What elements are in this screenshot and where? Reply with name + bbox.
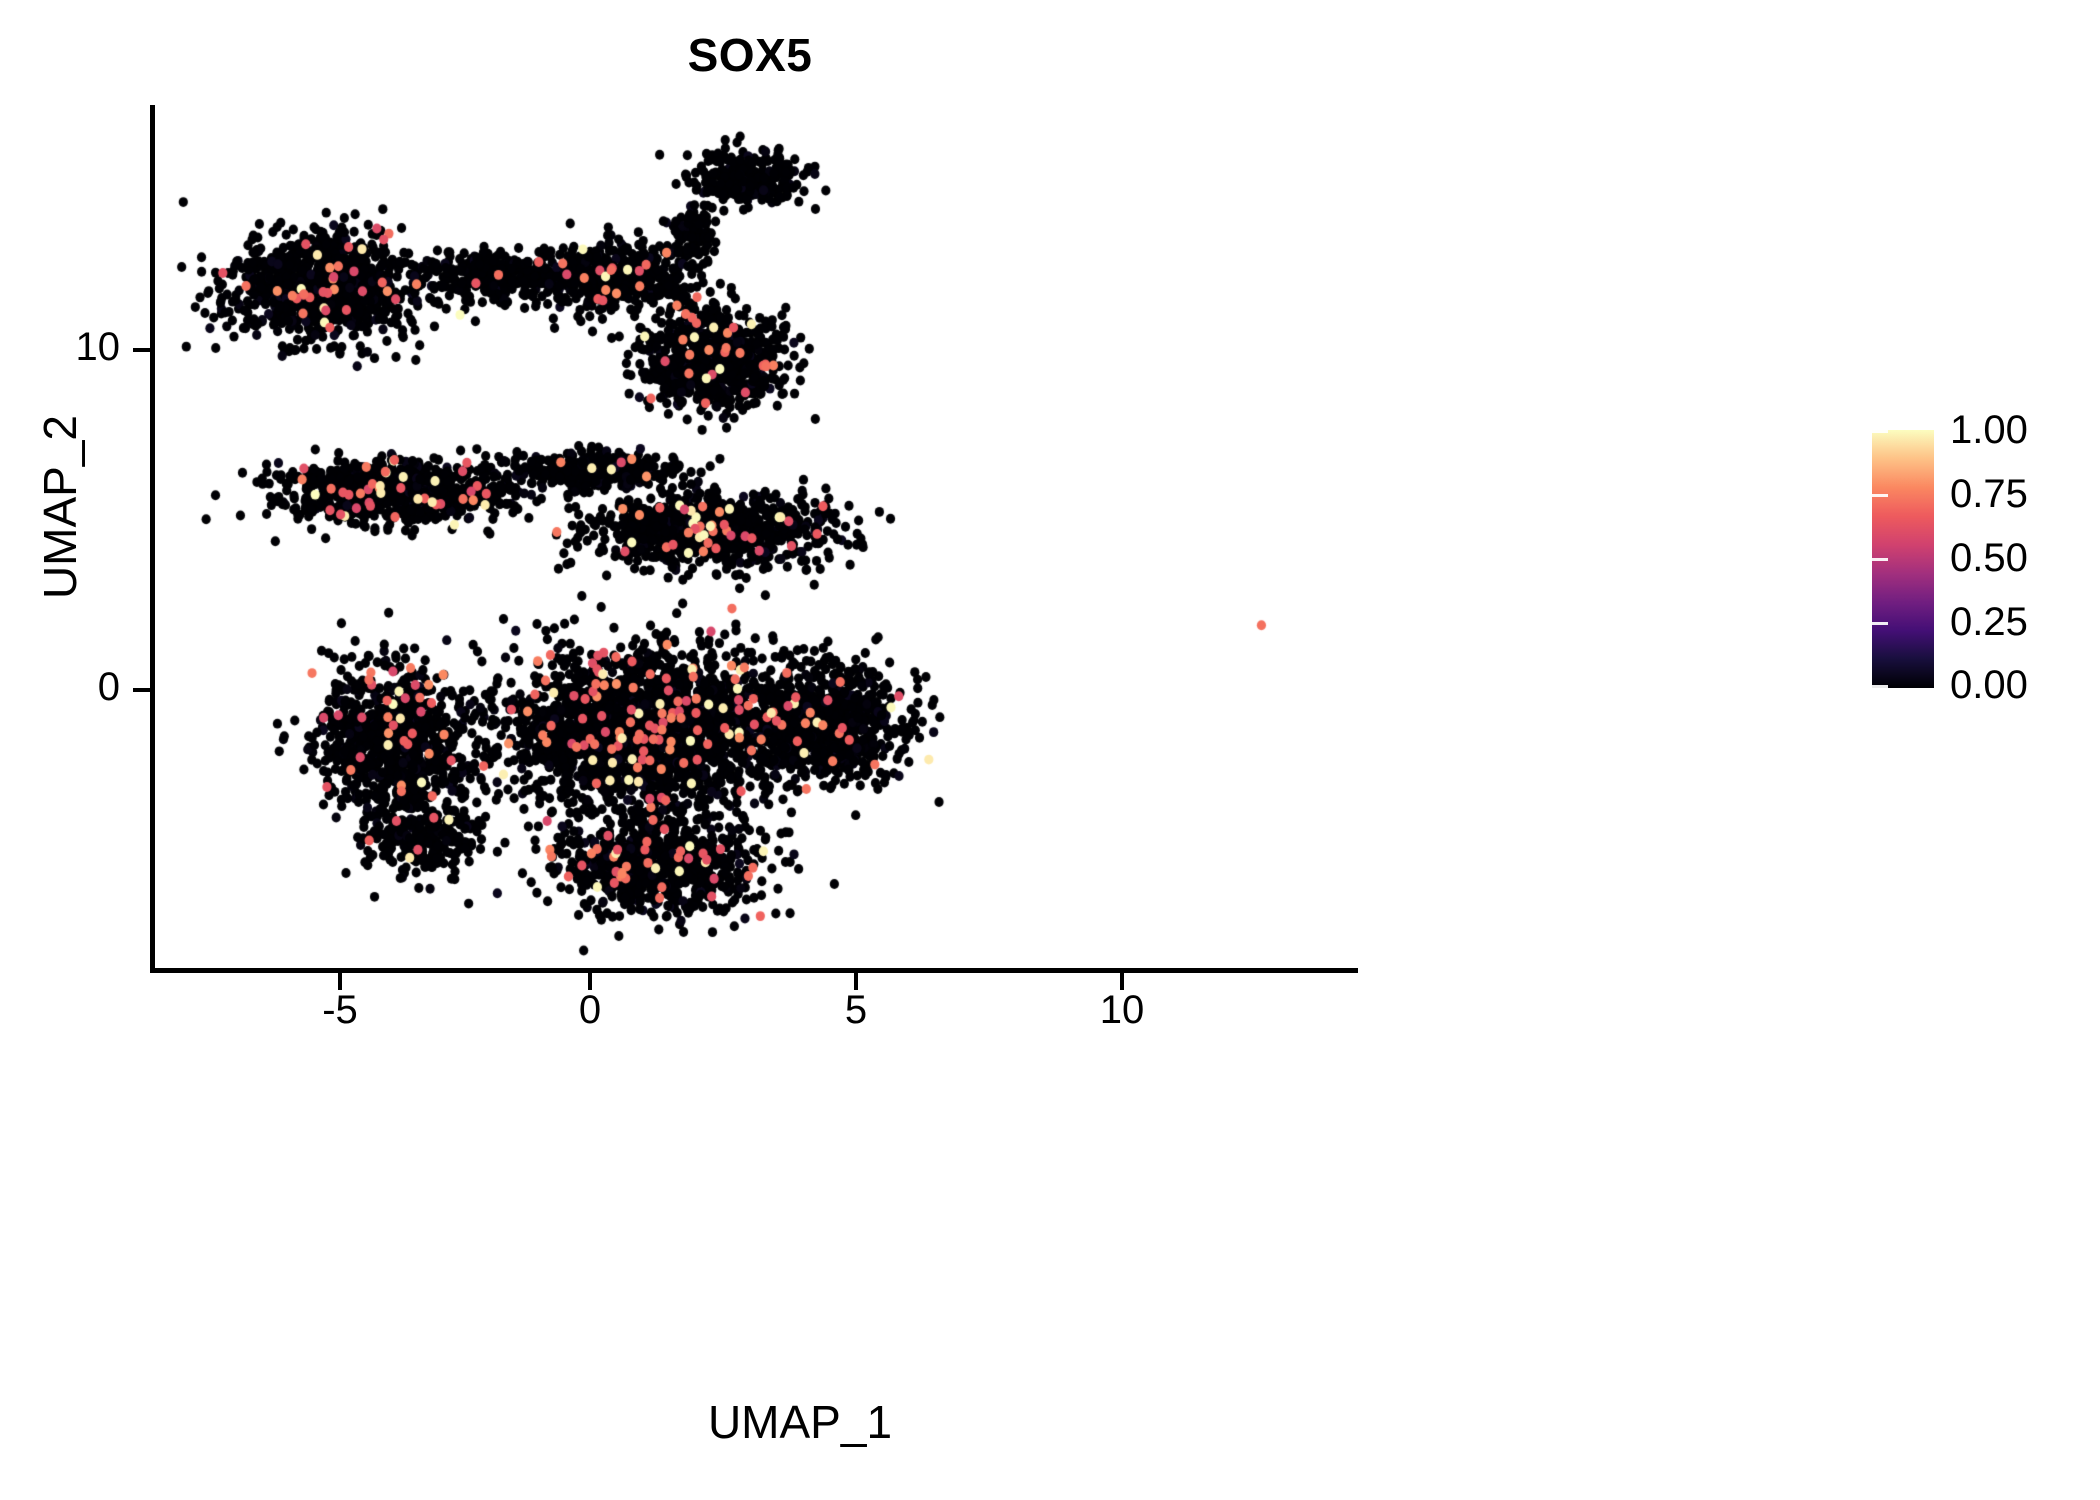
plot-panel (152, 105, 1352, 971)
colorbar-tick-075-right (1856, 494, 1872, 497)
colorbar-label-100: 1.00 (1950, 408, 2028, 452)
page-title: SOX5 (687, 29, 813, 81)
colorbar-tick-0 (1872, 685, 1888, 688)
scatter-points-canvas (152, 105, 1352, 971)
x-tick-label-5: 5 (844, 988, 868, 1032)
y-tick-mark-10 (133, 348, 150, 352)
x-tick-mark-5 (854, 972, 858, 990)
x-tick-mark-n5 (338, 972, 342, 990)
y-axis-line (150, 105, 155, 971)
y-tick-mark-0 (133, 688, 150, 692)
x-axis-line (150, 968, 1358, 973)
colorbar-tick-05 (1872, 558, 1888, 561)
y-axis-title: UMAP_2 (34, 414, 86, 600)
y-tick-label-10: 10 (75, 325, 121, 369)
colorbar-tick-075 (1872, 494, 1888, 497)
x-tick-label-10: 10 (1099, 988, 1145, 1032)
x-tick-mark-0 (588, 972, 592, 990)
colorbar-label-000: 0.00 (1950, 663, 2028, 707)
colorbar-tick-05-right (1856, 558, 1872, 561)
y-tick-label-0: 0 (97, 665, 120, 709)
colorbar-label-075: 0.75 (1950, 472, 2028, 516)
x-axis-title: UMAP_1 (707, 1396, 893, 1448)
colorbar-tick-1 (1872, 430, 1888, 433)
colorbar-label-025: 0.25 (1950, 600, 2028, 644)
colorbar-tick-025 (1872, 622, 1888, 625)
x-tick-label-0: 0 (578, 988, 602, 1032)
x-tick-label-n5: -5 (322, 988, 358, 1032)
colorbar-tick-025-right (1856, 622, 1872, 625)
colorbar-label-050: 0.50 (1950, 536, 2028, 580)
colorbar-tick-0-right (1856, 685, 1872, 688)
colorbar-tick-1-right (1856, 430, 1872, 433)
x-tick-mark-10 (1120, 972, 1124, 990)
